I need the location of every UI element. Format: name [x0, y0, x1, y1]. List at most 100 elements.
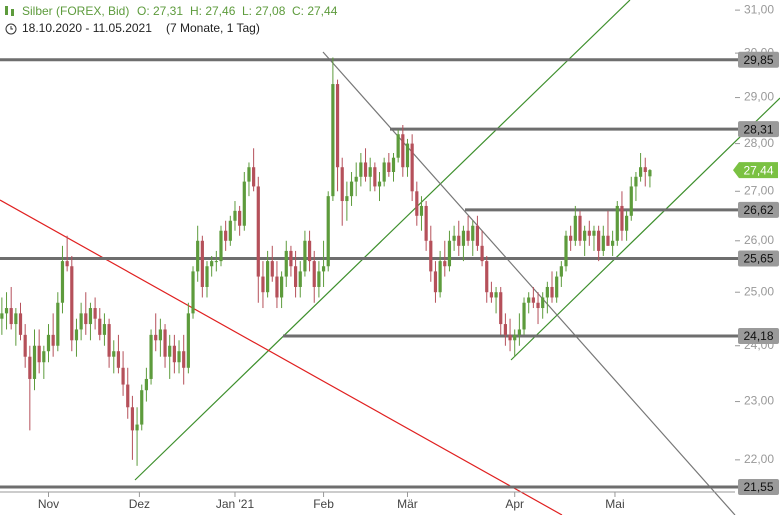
candle-body — [555, 276, 559, 298]
candle-body — [629, 186, 633, 216]
candle-body — [471, 225, 475, 241]
candle-body — [37, 345, 41, 363]
candle-body — [196, 240, 200, 272]
candle-body — [377, 181, 382, 187]
level-label: 26,62 — [743, 203, 773, 217]
candle-body — [266, 261, 270, 293]
candle-body — [312, 261, 316, 287]
candle-body — [452, 235, 456, 241]
candle-body — [363, 162, 368, 177]
candle-body — [121, 367, 125, 385]
candle-body — [172, 345, 176, 363]
candle-body — [126, 384, 130, 408]
candle-body — [228, 220, 232, 241]
candle-body — [130, 407, 135, 431]
y-tick-label: 22,00 — [744, 452, 774, 466]
level-label-box — [738, 121, 779, 138]
candle-body — [480, 245, 484, 262]
candle-body — [140, 390, 144, 425]
candle-body — [261, 276, 265, 293]
candle-body — [70, 266, 74, 341]
candle-body — [573, 215, 577, 241]
candle-body — [210, 261, 214, 267]
candle-body — [280, 276, 284, 298]
candle-body — [46, 334, 51, 352]
candle-body — [238, 210, 242, 226]
candle-body — [326, 196, 330, 267]
level-label-box — [738, 250, 779, 267]
candle-body — [648, 170, 652, 177]
candle-body — [79, 313, 83, 330]
last-price-box — [733, 162, 778, 179]
candle-body — [256, 186, 260, 277]
level-label-box — [738, 478, 779, 495]
candle-body — [583, 230, 587, 241]
candle-body — [0, 313, 4, 319]
level-label: 29,85 — [743, 53, 773, 67]
trend-line — [510, 97, 780, 361]
candle-body — [387, 162, 391, 172]
level-label-box — [738, 201, 779, 218]
candle-body — [536, 302, 540, 309]
y-tick-label: 28,00 — [744, 136, 774, 150]
icon — [11, 9, 14, 16]
candle-body — [23, 334, 27, 357]
candle-body — [359, 162, 363, 177]
candle-body — [569, 235, 573, 241]
last-price-label: 27,44 — [743, 163, 773, 177]
candle-body — [200, 240, 204, 287]
candle-body — [289, 250, 293, 267]
candle-body — [405, 143, 410, 168]
candle-body — [620, 205, 624, 231]
header-low: L: 27,08 — [242, 4, 286, 18]
candle-body — [396, 134, 400, 158]
candle-body — [144, 378, 148, 391]
candle-body — [321, 266, 326, 272]
candle-body — [345, 196, 349, 202]
candle-body — [102, 324, 107, 335]
candle-body — [643, 167, 647, 172]
candle-body — [494, 292, 498, 298]
candle-body — [503, 324, 507, 335]
candle-body — [592, 230, 596, 236]
candle-body — [443, 261, 447, 267]
candle-body — [587, 230, 591, 236]
candles — [0, 57, 652, 466]
header: Silber (FOREX, Bid) O: 27,31 H: 27,46 L:… — [5, 4, 338, 35]
candle-body — [625, 215, 629, 231]
header-close: C: 27,44 — [292, 4, 338, 18]
candle-body — [303, 240, 307, 272]
candle-body — [485, 261, 489, 293]
candle-body — [270, 261, 274, 277]
candle-body — [60, 261, 65, 303]
y-tick-label: 25,00 — [744, 284, 774, 298]
candle-body — [349, 181, 354, 197]
trend-line — [0, 199, 563, 515]
candle-body — [154, 334, 158, 341]
candle-body — [597, 230, 601, 251]
candle-body — [559, 266, 563, 277]
candle-body — [107, 324, 111, 357]
candle-body — [475, 225, 480, 246]
candle-body — [247, 167, 251, 182]
header-title: Silber (FOREX, Bid) — [22, 4, 129, 18]
trend-line — [322, 51, 736, 515]
candle-body — [438, 261, 442, 293]
candle-body — [233, 210, 237, 221]
candle-body — [293, 266, 298, 287]
candle-body — [51, 334, 55, 346]
header-open: O: 27,31 — [137, 4, 183, 18]
x-tick-label: Dez — [129, 497, 150, 511]
candle-body — [331, 84, 335, 197]
candle-body — [93, 308, 97, 319]
candle-body — [112, 351, 116, 357]
candle-body — [219, 230, 223, 262]
header-high: H: 27,46 — [190, 4, 236, 18]
trend-line — [134, 0, 631, 481]
candle-body — [42, 351, 46, 363]
candle-body — [191, 271, 195, 314]
candle-body — [522, 302, 526, 330]
candle-body — [513, 334, 517, 341]
candle-body — [317, 271, 321, 287]
candle-body — [135, 424, 139, 431]
